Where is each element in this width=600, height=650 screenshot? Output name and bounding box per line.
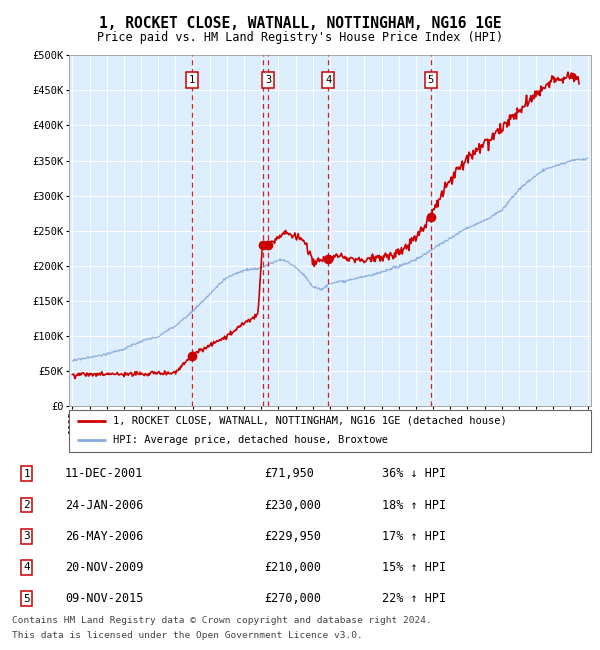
Text: 1, ROCKET CLOSE, WATNALL, NOTTINGHAM, NG16 1GE: 1, ROCKET CLOSE, WATNALL, NOTTINGHAM, NG… [99, 16, 501, 31]
Text: 22% ↑ HPI: 22% ↑ HPI [382, 592, 446, 605]
Text: 36% ↓ HPI: 36% ↓ HPI [382, 467, 446, 480]
Text: £230,000: £230,000 [265, 499, 322, 512]
Text: 26-MAY-2006: 26-MAY-2006 [65, 530, 143, 543]
Text: 3: 3 [265, 75, 271, 84]
Text: 15% ↑ HPI: 15% ↑ HPI [382, 561, 446, 574]
Text: £210,000: £210,000 [265, 561, 322, 574]
Text: 09-NOV-2015: 09-NOV-2015 [65, 592, 143, 605]
Text: HPI: Average price, detached house, Broxtowe: HPI: Average price, detached house, Brox… [113, 436, 388, 445]
Text: This data is licensed under the Open Government Licence v3.0.: This data is licensed under the Open Gov… [12, 631, 363, 640]
Text: 1, ROCKET CLOSE, WATNALL, NOTTINGHAM, NG16 1GE (detached house): 1, ROCKET CLOSE, WATNALL, NOTTINGHAM, NG… [113, 416, 507, 426]
Text: £71,950: £71,950 [265, 467, 314, 480]
Text: 2: 2 [23, 500, 30, 510]
Text: 5: 5 [427, 75, 434, 84]
Text: 17% ↑ HPI: 17% ↑ HPI [382, 530, 446, 543]
FancyBboxPatch shape [69, 410, 591, 452]
Text: 11-DEC-2001: 11-DEC-2001 [65, 467, 143, 480]
Text: 24-JAN-2006: 24-JAN-2006 [65, 499, 143, 512]
Text: Contains HM Land Registry data © Crown copyright and database right 2024.: Contains HM Land Registry data © Crown c… [12, 616, 432, 625]
Text: £229,950: £229,950 [265, 530, 322, 543]
Text: 18% ↑ HPI: 18% ↑ HPI [382, 499, 446, 512]
Text: 20-NOV-2009: 20-NOV-2009 [65, 561, 143, 574]
Text: Price paid vs. HM Land Registry's House Price Index (HPI): Price paid vs. HM Land Registry's House … [97, 31, 503, 44]
Text: 5: 5 [23, 593, 30, 604]
Text: 4: 4 [23, 562, 30, 573]
Text: 4: 4 [325, 75, 331, 84]
Text: 1: 1 [23, 469, 30, 479]
Text: £270,000: £270,000 [265, 592, 322, 605]
Text: 1: 1 [188, 75, 195, 84]
Text: 3: 3 [23, 531, 30, 541]
